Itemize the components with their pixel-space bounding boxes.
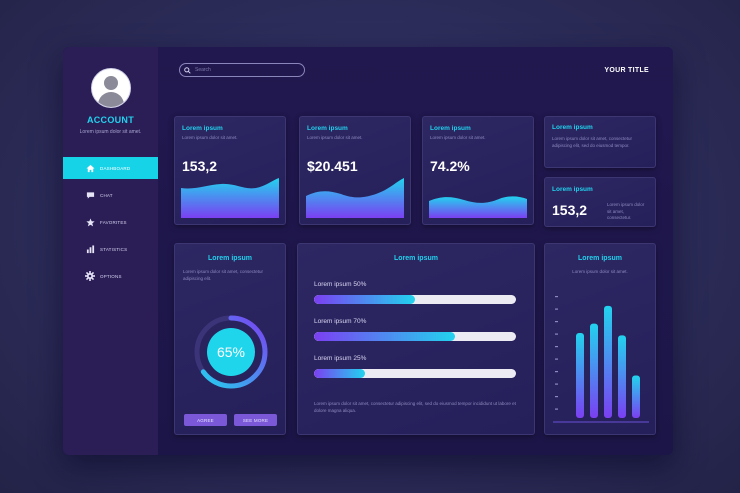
info-card-value: 153,2 [552,202,588,218]
y-tick-mark [555,358,558,360]
bar-4[interactable] [618,335,626,418]
account-title: ACCOUNT [86,115,135,125]
stat-card-title: Lorem ipsum [182,125,223,132]
wave-graphic [429,196,527,218]
bar-chart-icon [85,244,95,254]
sidebar-item-options[interactable]: OPTIONS [63,265,158,287]
y-axis-ticks [555,296,558,410]
info-card-2[interactable]: Lorem ipsum 153,2 Lorem ipsum dolor sit … [544,177,656,227]
sidebar-item-chat[interactable]: CHAT [63,184,158,206]
y-tick-mark [555,321,558,323]
stat-card-title: Lorem ipsum [430,125,471,132]
info-card-text: Lorem ipsum dolor sit amet, consectetur. [607,202,645,220]
y-tick-mark [555,296,558,298]
sidebar-item-dashboard[interactable]: DASHBOARD [63,157,158,179]
account-subtitle: Lorem ipsum dolor sit amet. [79,129,142,135]
gear-icon [85,271,95,281]
progress-fill [314,332,456,341]
y-tick-mark [555,333,558,335]
bar-series [576,305,640,418]
search-bar[interactable] [179,63,305,77]
progress-fill [314,369,365,378]
stat-card-value: 153,2 [182,158,218,174]
stat-card-3[interactable]: Lorem ipsum Lorem ipsum dolor sit amet. … [422,116,534,225]
agree-button[interactable]: AGREE [184,414,227,426]
sidebar-nav: DASHBOARD CHAT FAVORITES STATISTICS [63,157,158,292]
avatar-head-shape [104,76,118,90]
progress-label-3: Lorem ipsum 25% [314,355,367,362]
sidebar-item-label: CHAT [100,192,113,198]
progress-card-title: Lorem ipsum [394,255,438,262]
bar-card-subtitle: Lorem ipsum dolor sit amet. [572,269,628,274]
donut-percent-label: 65% [217,344,245,360]
stat-card-title: Lorem ipsum [307,125,348,132]
search-icon [184,61,191,79]
home-icon [85,163,95,173]
progress-label-2: Lorem ipsum 70% [314,318,367,325]
sidebar-item-label: FAVORITES [100,219,127,225]
stat-card-2[interactable]: Lorem ipsum Lorem ipsum dolor sit amet. … [299,116,411,225]
info-card-text: Lorem ipsum dolor sit amet, consectetur … [552,136,633,148]
y-tick-mark [555,408,558,410]
see-more-button[interactable]: SEE MORE [234,414,277,426]
info-card-title: Lorem ipsum [552,186,593,193]
dashboard-window: ACCOUNT Lorem ipsum dolor sit amet. DASH… [63,47,673,455]
bar-chart [553,296,649,423]
stat-card-value: 74.2% [430,158,470,174]
search-input[interactable] [195,67,295,73]
sidebar: ACCOUNT Lorem ipsum dolor sit amet. DASH… [63,47,158,455]
sidebar-item-statistics[interactable]: STATISTICS [63,238,158,260]
sidebar-item-favorites[interactable]: FAVORITES [63,211,158,233]
y-tick-mark [555,308,558,310]
progress-fill [314,295,415,304]
y-tick-mark [555,346,558,348]
info-card-1[interactable]: Lorem ipsum Lorem ipsum dolor sit amet, … [544,116,656,168]
y-tick-mark [555,371,558,373]
bar-5[interactable] [632,375,640,418]
stat-card-subtitle: Lorem ipsum dolor sit amet. [430,135,486,140]
donut-progress-arc [194,315,268,389]
page-title: YOUR TITLE [604,67,649,74]
stat-card-value: $20.451 [307,158,358,174]
stat-card-1[interactable]: Lorem ipsum Lorem ipsum dolor sit amet. … [174,116,286,225]
bar-1[interactable] [576,333,584,418]
stat-card-subtitle: Lorem ipsum dolor sit amet. [307,135,363,140]
sidebar-item-label: DASHBOARD [100,165,131,171]
avatar[interactable] [91,68,131,108]
stat-card-subtitle: Lorem ipsum dolor sit amet. [182,135,238,140]
bar-3[interactable] [604,305,612,418]
avatar-body-shape [98,92,124,107]
donut-card-title: Lorem ipsum [208,255,252,262]
chat-icon [85,190,95,200]
y-tick-mark [555,383,558,385]
bar-card-title: Lorem ipsum [578,255,622,262]
donut-center [207,328,255,376]
wave-graphic [181,178,279,218]
info-card-title: Lorem ipsum [552,124,593,131]
sidebar-item-label: OPTIONS [100,273,122,279]
donut-card: Lorem ipsum Lorem ipsum dolor sit amet, … [174,243,286,435]
progress-bar-1 [314,295,516,304]
progress-bar-2 [314,332,516,341]
donut-chart: 65% [194,315,268,389]
progress-bar-3 [314,369,516,378]
sidebar-item-label: STATISTICS [100,246,128,252]
progress-card-footer: Lorem ipsum dolor sit amet, consectetur … [314,401,516,413]
y-tick-mark [555,396,558,398]
bar-2[interactable] [590,323,598,418]
star-icon [85,217,95,227]
progress-card: Lorem ipsum Lorem ipsum 50% Lorem ipsum … [297,243,535,435]
bar-chart-card: Lorem ipsum Lorem ipsum dolor sit amet. [544,243,656,435]
wave-graphic [306,178,404,218]
progress-label-1: Lorem ipsum 50% [314,281,367,288]
donut-card-subtitle: Lorem ipsum dolor sit amet, consectetur … [183,269,264,281]
